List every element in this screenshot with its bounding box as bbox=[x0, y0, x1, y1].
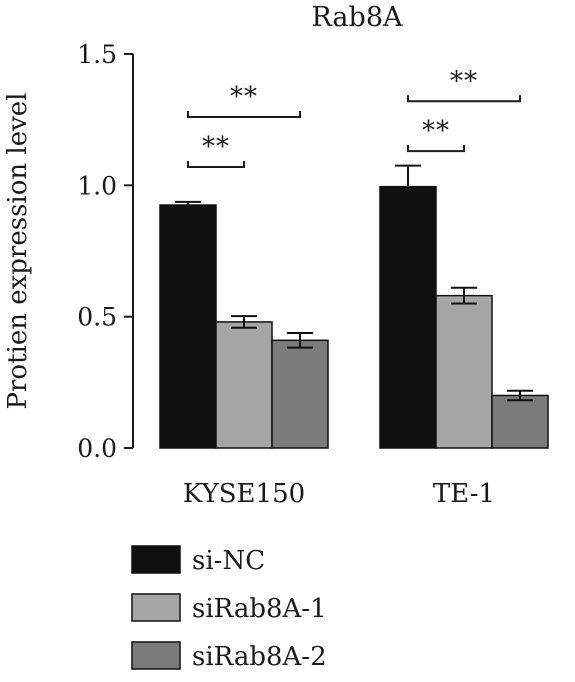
bar-2-1 bbox=[491, 394, 549, 449]
x-category-label-1: TE-1 bbox=[433, 479, 495, 509]
significance-bracket-3 bbox=[407, 95, 521, 103]
legend-swatch-1 bbox=[131, 593, 181, 622]
y-tick-label-3: 1.5 bbox=[77, 40, 117, 69]
legend-swatch-0 bbox=[131, 545, 181, 574]
legend-label-1: siRab8A-1 bbox=[192, 594, 327, 624]
bar-0-1 bbox=[379, 185, 437, 449]
significance-label-3: ** bbox=[450, 66, 478, 96]
bar-1-1 bbox=[435, 294, 493, 449]
legend-label-0: si-NC bbox=[192, 546, 265, 576]
y-axis-label: Protien expression level bbox=[3, 92, 33, 409]
significance-bracket-1 bbox=[187, 111, 301, 119]
significance-label-0: ** bbox=[202, 132, 230, 162]
bar-1-0 bbox=[215, 321, 273, 449]
significance-bracket-2 bbox=[407, 145, 465, 153]
significance-bracket-0 bbox=[187, 160, 245, 168]
y-tick-label-2: 1.0 bbox=[77, 171, 117, 200]
chart-title: Rab8A bbox=[311, 2, 403, 33]
significance-label-1: ** bbox=[230, 82, 258, 112]
legend-swatch-2 bbox=[131, 641, 181, 670]
legend-label-2: siRab8A-2 bbox=[192, 642, 327, 672]
significance-label-2: ** bbox=[422, 116, 450, 146]
y-tick-label-1: 0.5 bbox=[77, 303, 117, 332]
bar-2-0 bbox=[271, 339, 329, 449]
x-category-label-0: KYSE150 bbox=[183, 479, 305, 509]
y-tick-label-0: 0.0 bbox=[77, 434, 117, 463]
bar-0-0 bbox=[159, 204, 217, 449]
legend: si-NC siRab8A-1 siRab8A-2 bbox=[131, 545, 327, 672]
